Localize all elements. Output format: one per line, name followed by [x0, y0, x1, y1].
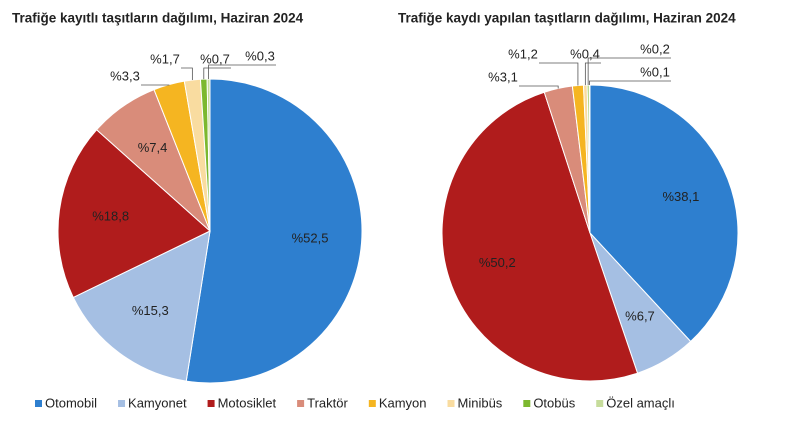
legend-swatch [35, 400, 42, 407]
data-label: %0,3 [245, 48, 275, 63]
legend-swatch [118, 400, 126, 407]
legend-swatch [368, 400, 376, 407]
data-label: %0,4 [570, 46, 600, 61]
legend-swatch [523, 400, 531, 407]
data-label: %18,8 [92, 209, 129, 224]
legend-swatch [447, 400, 455, 407]
data-label: %7,4 [138, 140, 168, 155]
data-label: %52,5 [292, 230, 329, 245]
pie-slice [441, 91, 639, 382]
data-label: %6,7 [625, 308, 655, 323]
data-label: %1,2 [508, 46, 538, 61]
data-label: %1,7 [150, 51, 180, 66]
legend-label: Traktör [307, 395, 348, 410]
legend-label: Kamyon [379, 395, 427, 410]
leader-line [203, 67, 231, 80]
chart-title: Trafiğe kaydı yapılan taşıtların dağılım… [398, 11, 736, 26]
leader-line [584, 62, 601, 86]
leader-line [208, 64, 276, 80]
data-label: %50,2 [479, 255, 516, 270]
pie-slice [589, 84, 739, 343]
pie-slice [72, 230, 211, 382]
legend-label: Motosiklet [218, 395, 277, 410]
legend-label: Otomobil [45, 395, 97, 410]
data-label: %38,1 [662, 189, 699, 204]
legend-label: Minibüs [458, 395, 503, 410]
data-label: %0,7 [200, 51, 230, 66]
pie-slice [185, 78, 363, 384]
legend-label: Özel amaçlı [606, 395, 675, 410]
data-label: %0,1 [640, 64, 670, 79]
data-label: %15,3 [132, 303, 169, 318]
legend-swatch [297, 400, 305, 407]
leader-line [587, 57, 671, 86]
data-label: %3,3 [110, 68, 140, 83]
leader-line [589, 80, 671, 86]
leader-line [181, 67, 193, 81]
legend-swatch [207, 400, 215, 407]
chart-title: Trafiğe kayıtlı taşıtların dağılımı, Haz… [12, 11, 304, 26]
legend-label: Otobüs [533, 395, 575, 410]
legend-label: Kamyonet [128, 395, 187, 410]
pie-slice [57, 129, 211, 299]
leader-line [519, 85, 559, 89]
legend-swatch [596, 400, 604, 407]
data-label: %3,1 [488, 69, 518, 84]
leader-line [539, 62, 579, 86]
data-label: %0,2 [640, 41, 670, 56]
